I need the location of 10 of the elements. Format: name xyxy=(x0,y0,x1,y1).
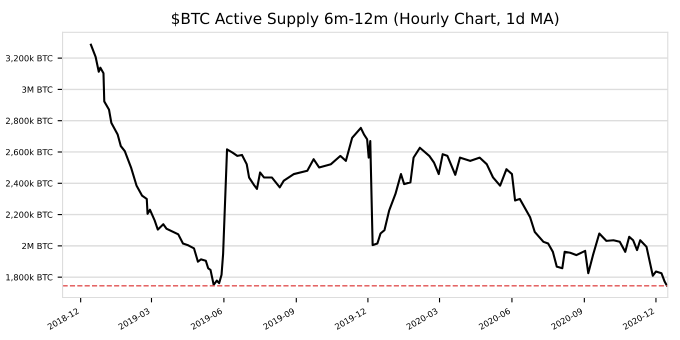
y-tick-label: 2M BTC xyxy=(22,242,52,250)
y-tick-label: 2,600k BTC xyxy=(6,148,52,156)
y-tick-label: 1,800k BTC xyxy=(6,274,52,282)
y-tick-label: 2,200k BTC xyxy=(6,211,52,219)
y-tick-label: 2,400k BTC xyxy=(6,180,52,188)
y-tick-label: 3M BTC xyxy=(22,86,52,93)
y-tick-label: 3,200k BTC xyxy=(6,54,52,62)
line-series xyxy=(90,44,668,287)
chart-title: $BTC Active Supply 6m-12m (Hourly Chart, 1d MA) xyxy=(172,12,558,28)
y-tick-label: 2,800k BTC xyxy=(6,118,52,125)
